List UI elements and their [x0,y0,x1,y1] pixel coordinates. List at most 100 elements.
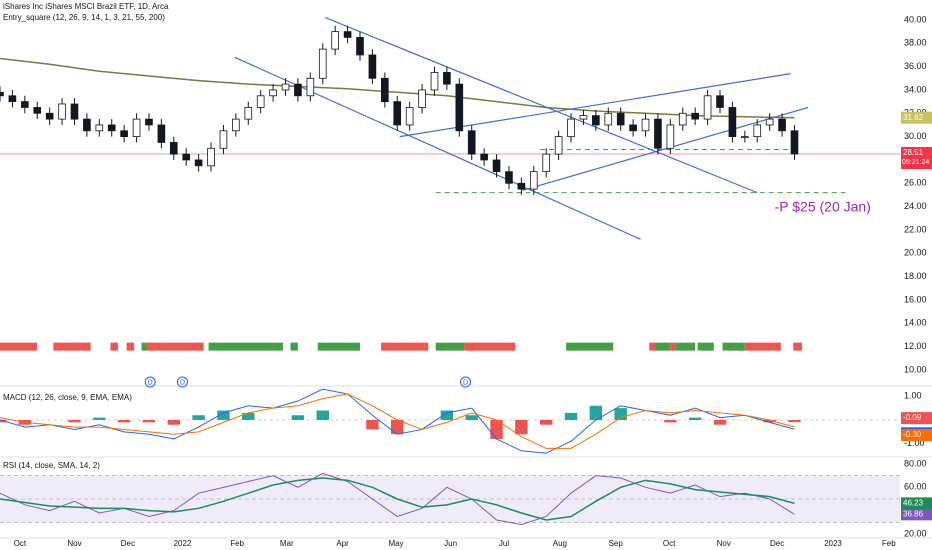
x-tick-label: Sep [609,539,624,548]
candle-body [120,130,128,138]
y-tick-label: 1.00 [904,391,922,401]
rsi-title: RSI (14, close, SMA, 14, 2) [3,461,100,470]
histogram-bar [540,419,553,425]
candle-body [219,130,228,149]
candle-body [21,101,29,108]
candle-body [256,95,265,108]
last-value-label: 36.86 [903,509,924,518]
dividend-marker [144,376,156,388]
signal-bar [566,342,614,351]
candle-body [381,77,389,103]
x-tick-label: Nov [67,539,81,548]
x-tick-label: Nov [717,539,731,548]
histogram-bar [465,415,478,420]
histogram-bar [242,412,255,420]
candle-body [194,159,203,167]
candle-body [145,118,153,126]
candle-body [157,124,166,143]
dividend-label: D [463,379,468,386]
candle-body [405,107,414,126]
signal-bar [697,342,714,351]
trendline [325,17,758,194]
candle-body [45,112,54,120]
candle-body [418,89,426,108]
histogram-bar [589,405,603,420]
histogram-bar [217,410,230,420]
histogram-bar [291,415,305,420]
dividend-marker [460,376,472,388]
signal-bar [208,342,284,351]
histogram-bar [93,417,106,420]
last-value-badge [901,412,932,425]
x-tick-label: 2022 [174,539,192,548]
rsi-line [0,472,795,526]
candle-body [505,171,513,184]
candle-body [455,83,464,132]
candle-body [8,95,17,103]
histogram-bar [391,419,404,435]
candle-body [753,124,762,138]
histogram-bar [614,408,627,420]
histogram-bar [366,419,379,430]
x-tick-label: Dec [121,539,135,548]
y-tick-label: 26.00 [904,178,927,188]
y-tick-label: 40.00 [904,14,927,24]
candle-body [33,107,42,114]
candle-body [393,101,402,126]
candle-body [58,103,66,120]
x-tick-label: Oct [14,539,27,548]
signal-bar [435,342,465,351]
candle-body [554,136,563,155]
candle-body [529,171,538,190]
candle-body [592,115,600,126]
dividend-label: D [180,379,185,386]
candle-body [132,118,141,138]
candle-body [331,31,339,50]
signal-bar [649,342,656,351]
x-tick-label: Apr [336,539,349,548]
candle-body [306,77,315,97]
candle-body [182,153,191,161]
last-value-badge [901,111,932,124]
indicator-title: Entry_square (12, 26, 9, 14, 1, 3, 21, 5… [3,13,165,22]
rsi-line [0,477,795,521]
x-tick-label: Oct [663,539,676,548]
trendline [234,56,641,240]
annotation: -P $25 (20 Jan) [775,198,871,214]
candle-body [443,72,451,85]
histogram-bar [564,412,578,420]
signal-bar [655,342,671,351]
y-tick-label: 14.00 [904,318,927,328]
y-tick-label: 60.00 [904,482,927,492]
histogram-bar [316,410,329,420]
candle-body [641,118,650,132]
candle-body [666,124,675,149]
candle-body [0,91,4,97]
histogram-bar [167,419,180,425]
chart-title: iShares Inc iShares MSCI Brazil ETF, 1D,… [3,2,169,11]
last-value-badge [901,508,932,521]
signal-bar [464,342,516,351]
macd-line [0,388,795,454]
macd-title: MACD (12, 26, close, 9, EMA, EMA) [3,393,132,402]
y-tick-label: 20.00 [904,248,927,258]
x-tick-label: Dec [770,539,784,548]
candle-body [629,124,637,132]
x-tick-label: Feb [230,539,244,548]
macd-line [0,393,795,449]
y-tick-label: -1.00 [904,438,925,448]
x-tick-label: Feb [882,539,896,548]
trendline [399,73,791,138]
candle-body [207,147,215,167]
signal-bar [53,342,91,351]
signal-bar [722,342,745,351]
trendline [522,106,809,191]
y-tick-label: 18.00 [904,271,927,281]
candle-body [728,107,737,138]
candle-body [703,95,712,120]
histogram-bar [788,419,801,423]
signal-bar [381,342,429,351]
signal-bar [290,342,298,351]
histogram-bar [192,415,205,420]
